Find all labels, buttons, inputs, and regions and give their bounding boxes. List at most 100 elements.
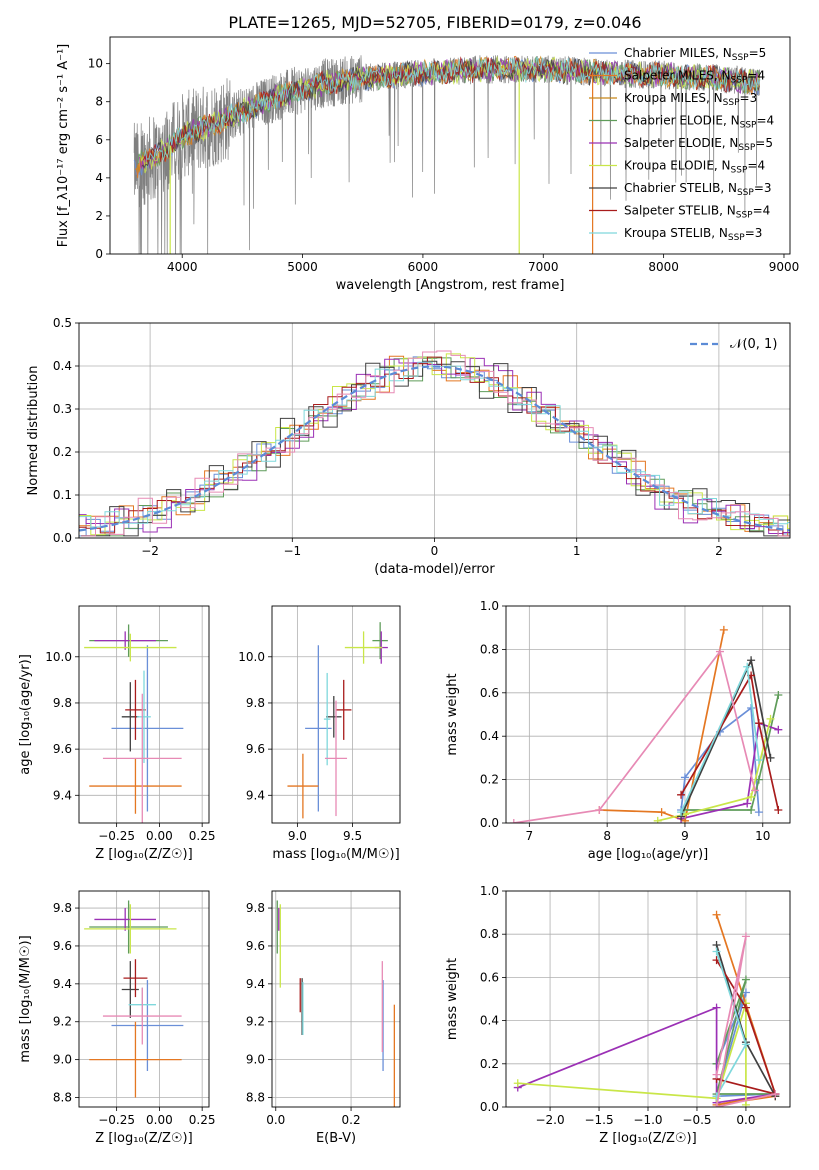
y-tick-label: 10.0 [238,650,265,664]
x-tick-label: 0.00 [146,829,173,843]
weight-marker [747,703,756,712]
x-tick-label: 7 [526,829,534,843]
x-tick-label: −1 [283,544,301,558]
y-axis-label: mass weight [445,673,460,755]
x-tick-label: 0 [431,544,439,558]
weight-series-9 [513,649,756,823]
model-fit-9 [144,56,761,161]
y-tick-label: 9.8 [53,696,72,710]
weight-marker [712,910,721,919]
axes-residuals: −2 −1 0 1 2 0.0 0.1 0.2 0.3 0.4 0.5 (data-model)/er… [26,316,791,577]
axes-frame [271,890,401,1108]
axes-mass_vs_EBV: 0.0 0.2 8.8 9.0 9.2 9.4 9.6 9.8 E(B-V) [246,890,401,1146]
residual-hist-3 [81,357,790,537]
y-tick-label: 9.6 [246,742,265,756]
y-tick-label: 0.4 [480,1014,499,1028]
errorbar-point-5 [84,904,177,954]
axes-weight_vs_Z: −2.0 −1.5 −1.0 −0.5 0.0 0.0 0.2 0.4 0.6 0.8 1.0 Z [… [445,884,791,1146]
y-tick-label: 0.0 [480,816,499,830]
y-tick-label: 9.4 [246,788,265,802]
weight-series-7 [680,672,780,811]
weight-marker [715,647,724,656]
weight-marker [712,947,721,956]
y-tick-label: 9.4 [53,977,72,991]
axes-weight_vs_age: 7 8 9 10 0.0 0.2 0.4 0.6 0.8 1.0 age [log₁₀(age/yr… [445,599,791,862]
residual-hist-6 [81,360,790,537]
weight-series-9 [715,936,776,1107]
weight-marker [719,625,728,634]
model-fit-7 [141,57,760,169]
y-tick-label: 0.0 [480,1100,499,1114]
errorbar-point-9 [102,987,182,1045]
errorbar-point-6 [121,682,139,752]
x-tick-label: 0.2 [342,1113,361,1127]
x-tick-label: 4000 [167,260,198,274]
errorbar-point-9 [102,693,182,823]
weight-marker [747,805,756,814]
errorbar-point-4 [94,631,156,650]
axes-frame [78,322,791,539]
legend-entry: Chabrier MILES, NSSP=5 [624,46,766,63]
weight-marker [712,1003,721,1012]
weight-marker [766,714,775,723]
errorbar-point-1 [111,980,184,1071]
x-tick-label: −2 [141,544,159,558]
residual-hist-2 [79,355,790,537]
weight-marker [743,662,752,671]
y-tick-label: 9.6 [246,939,265,953]
y-tick-label: 1.0 [480,884,499,898]
weight-marker [741,932,750,941]
y-tick-label: 0.8 [480,927,499,941]
plot-area-mass_vs_EBV [276,900,396,1107]
y-tick-label: 0 [95,247,103,261]
errorbar-point-2 [89,1021,182,1098]
x-tick-label: 8000 [648,260,679,274]
plot-area-mass_vs_Z [84,900,184,1098]
x-tick-label: −0.25 [98,829,135,843]
plot-area-weight_vs_age [509,625,783,823]
weight-marker [657,808,666,817]
errorbar-point-8 [137,670,151,763]
y-tick-label: 9.0 [246,1053,265,1067]
legend-entry: Salpeter STELIB, NSSP=4 [624,204,770,221]
y-axis-label: Normed distribution [26,366,41,496]
errorbar-point-8 [323,672,331,766]
x-axis-label: mass [log₁₀(M/M☉)] [272,847,399,862]
errorbar-point-6 [326,696,342,738]
y-tick-label: 9.8 [53,901,72,915]
axes-spectrum: 4000 5000 6000 7000 8000 9000 0 2 4 6 8 10 wavelengt… [56,36,799,293]
y-axis-label: Flux [f_λ10⁻¹⁷ erg cm⁻² s⁻¹ A⁻¹] [56,44,71,248]
axes-frame [271,605,401,824]
x-tick-label: 7000 [528,260,559,274]
weight-marker [653,816,662,823]
axes-age_vs_Z: −0.25 0.00 0.25 9.4 9.6 9.8 10.0 Z [log₁₀(Z/Z☉)… [18,605,216,862]
x-tick-label: 0.0 [266,1113,285,1127]
weight-marker [513,1079,522,1088]
plot-area-age_vs_Z [84,624,184,823]
x-tick-label: 9.0 [288,829,307,843]
x-axis-label: age [log₁₀(age/yr)] [588,847,709,862]
errorbar-point-3 [89,900,168,954]
x-tick-label: 10 [755,829,770,843]
y-tick-label: 0.6 [480,970,499,984]
weight-marker [712,1103,721,1107]
weight-marker [754,719,763,728]
x-tick-label: 0.00 [146,1113,173,1127]
residual-hist-9 [81,350,790,537]
figure-title: PLATE=1265, MJD=52705, FIBERID=0179, z=0… [228,13,641,32]
weight-marker [754,808,763,817]
weight-marker [750,786,759,795]
legend-entry: Kroupa ELODIE, NSSP=4 [624,159,765,176]
y-tick-label: 0.4 [53,359,72,373]
axes-frame [505,890,791,1108]
x-tick-label: 9 [681,829,689,843]
x-axis-label: Z [log₁₀(Z/Z☉)] [95,1131,192,1146]
errorbar-point-7 [336,679,352,740]
x-tick-label: −1.5 [584,1113,613,1127]
y-tick-label: 0.0 [53,531,72,545]
legend-entry: Chabrier ELODIE, NSSP=4 [624,114,774,131]
weight-marker [677,790,686,799]
errorbar-point-5 [344,631,383,664]
weight-marker [677,808,686,817]
